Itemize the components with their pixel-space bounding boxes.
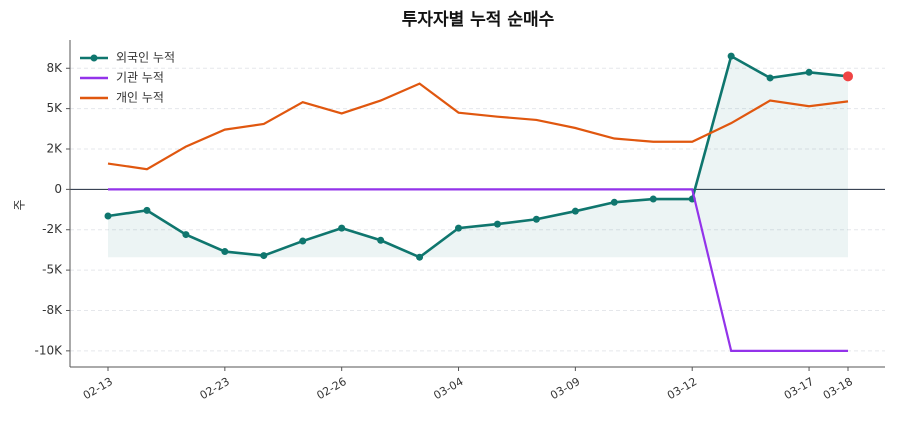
y-tick-label: 8K: [46, 61, 63, 75]
x-tick-label: 03-17: [782, 375, 816, 402]
marker: [416, 253, 424, 261]
marker: [571, 207, 579, 215]
marker: [143, 206, 151, 214]
highlight-marker: [843, 71, 853, 82]
marker: [377, 236, 385, 244]
legend-marker: [90, 54, 98, 62]
x-tick-label: 02-13: [81, 375, 115, 402]
marker: [260, 252, 268, 260]
x-tick-label: 02-26: [314, 375, 348, 402]
y-tick-label: 5K: [46, 101, 63, 115]
marker: [104, 212, 112, 220]
y-tick-label: -2K: [42, 222, 63, 236]
marker: [805, 68, 813, 76]
marker: [610, 198, 618, 206]
area-fill: [108, 56, 848, 258]
legend-label: 개인 누적: [116, 91, 164, 105]
marker: [455, 224, 463, 232]
marker: [299, 237, 307, 245]
marker: [649, 195, 657, 203]
y-tick-label: 0: [54, 182, 62, 196]
series-line: [107, 54, 849, 259]
x-tick-label: 03-18: [821, 375, 855, 402]
marker: [338, 224, 346, 232]
marker: [532, 215, 540, 223]
x-tick-label: 03-09: [548, 375, 582, 402]
marker: [182, 231, 190, 239]
x-tick-label: 03-04: [431, 375, 465, 402]
y-tick-label: 2K: [46, 142, 63, 156]
y-axis-label: 주: [13, 199, 27, 210]
marker: [493, 220, 501, 228]
legend-label: 기관 누적: [116, 71, 164, 85]
y-tick-label: -10K: [35, 343, 64, 357]
x-tick-label: 02-23: [198, 375, 232, 402]
y-tick-label: -8K: [42, 303, 63, 317]
series-line: [107, 82, 849, 171]
x-tick-label: 03-12: [665, 375, 699, 402]
legend-label: 외국인 누적: [116, 51, 175, 65]
series-line: [108, 188, 848, 352]
marker: [766, 74, 774, 82]
y-tick-label: -5K: [42, 263, 63, 277]
marker: [221, 248, 229, 256]
marker: [727, 52, 735, 60]
chart-title: 투자자별 누적 순매수: [402, 10, 555, 30]
